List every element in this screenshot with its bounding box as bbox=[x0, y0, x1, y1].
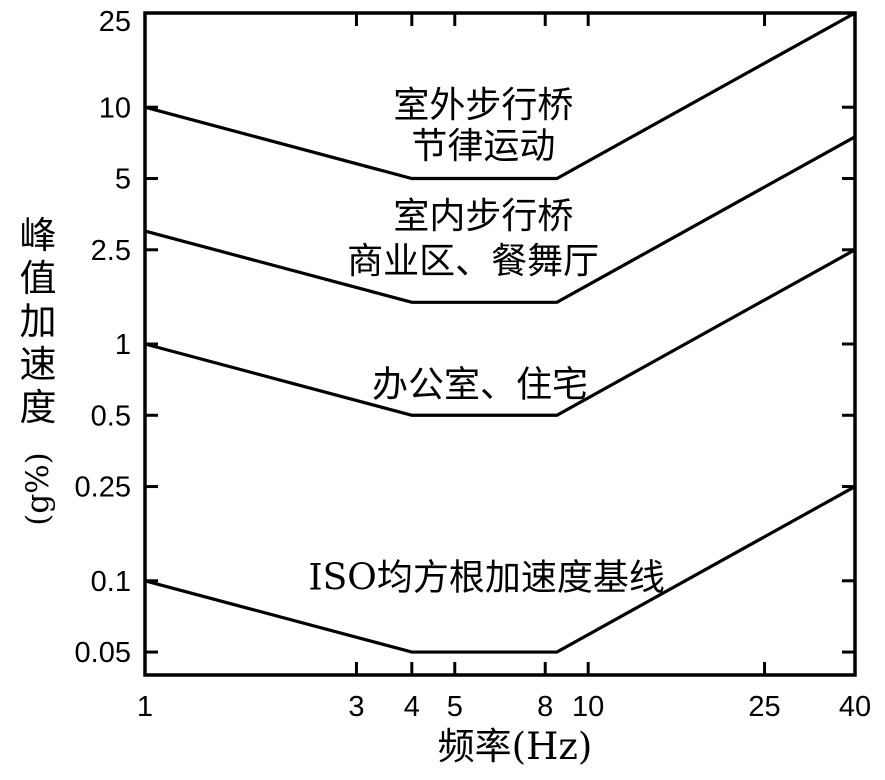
x-tick-label: 10 bbox=[572, 691, 604, 723]
y-tick-label: 5 bbox=[115, 164, 131, 196]
y-tick-label: 0.05 bbox=[75, 637, 131, 669]
y-tick-label: 25 bbox=[99, 6, 131, 38]
y-tick-label: 0.25 bbox=[75, 472, 131, 504]
y-tick-label: 1 bbox=[115, 329, 131, 361]
y-axis-title-char: 加 bbox=[19, 300, 57, 343]
criterion-curve bbox=[144, 485, 856, 654]
y-tick-label: 0.1 bbox=[91, 566, 131, 598]
curve-annotation: 办公室、住宅 bbox=[372, 364, 588, 405]
y-axis-title-char: 峰 bbox=[19, 214, 57, 257]
criterion-curve bbox=[144, 11, 856, 181]
curve-annotation: 商业区、餐舞厅 bbox=[347, 241, 599, 282]
y-axis-title: 峰值加速度 (g%) bbox=[14, 214, 62, 545]
x-tick-label: 3 bbox=[348, 691, 364, 723]
y-tick-label: 10 bbox=[99, 92, 131, 124]
x-tick-label: 8 bbox=[537, 691, 553, 723]
curve-annotation: 室外步行桥 bbox=[393, 85, 573, 126]
curve-annotation: ISO均方根加速度基线 bbox=[308, 557, 664, 598]
x-tick-label: 4 bbox=[404, 691, 420, 723]
x-tick-label: 1 bbox=[137, 691, 153, 723]
y-axis-title-char: 值 bbox=[19, 257, 57, 300]
y-tick-label: 2.5 bbox=[91, 235, 131, 267]
y-axis-unit-box: (g%) bbox=[18, 433, 58, 545]
curve-annotation: 室内步行桥 bbox=[393, 196, 573, 237]
x-axis-title: 频率(Hz) bbox=[437, 725, 593, 768]
curve-annotation: 节律运动 bbox=[411, 126, 555, 167]
y-axis-title-char: 度 bbox=[19, 386, 57, 429]
criterion-curve bbox=[144, 248, 856, 417]
x-tick-label: 25 bbox=[748, 691, 780, 723]
criterion-curve bbox=[144, 135, 856, 304]
y-axis-title-char: 速 bbox=[19, 343, 57, 386]
y-axis-unit: (g%) bbox=[20, 452, 56, 526]
x-tick-label: 5 bbox=[447, 691, 463, 723]
x-tick-label: 40 bbox=[839, 691, 871, 723]
y-tick-label: 0.5 bbox=[91, 400, 131, 432]
